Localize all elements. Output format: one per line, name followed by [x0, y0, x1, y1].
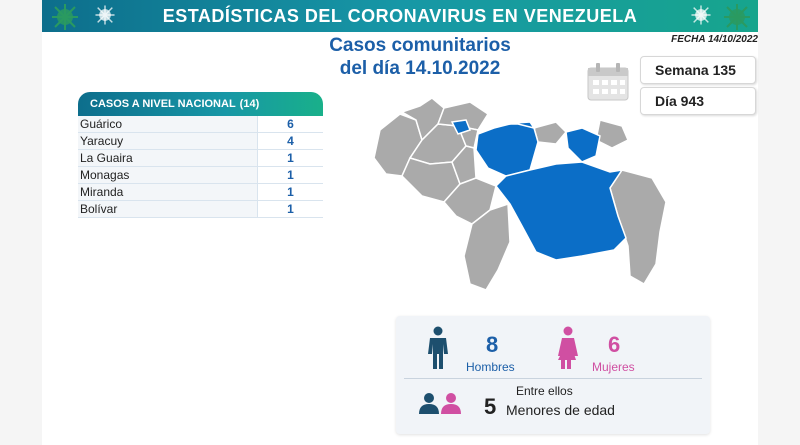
venezuela-map [373, 97, 667, 291]
virus-icon [52, 4, 78, 30]
subtitle-line2: del día 14.10.2022 [339, 58, 501, 79]
state-count: 1 [257, 167, 323, 183]
day-badge: Día 943 [640, 87, 756, 115]
table-heading: CASOS A NIVEL NACIONAL [90, 98, 236, 110]
cases-table: CASOS A NIVEL NACIONAL (14) Guárico 6 Ya… [78, 92, 323, 218]
entre-ellos-label: Entre ellos [516, 384, 573, 398]
header-banner: ESTADÍSTICAS DEL CORONAVIRUS EN VENEZUEL… [42, 0, 758, 32]
table-row: Monagas 1 [78, 167, 323, 184]
divider [404, 378, 702, 379]
state-name: Yaracuy [80, 134, 124, 148]
minors-label: Menores de edad [506, 402, 615, 418]
state-name: Bolívar [80, 202, 118, 216]
virus-icon [95, 5, 115, 25]
virus-icon [724, 4, 750, 30]
female-count: 6 [608, 332, 621, 357]
right-margin [758, 0, 800, 445]
state-name: La Guaira [80, 151, 133, 165]
table-row: La Guaira 1 [78, 150, 323, 167]
subtitle-line1: Casos comunitarios [329, 35, 511, 56]
female-label: Mujeres [592, 360, 635, 374]
page-title: ESTADÍSTICAS DEL CORONAVIRUS EN VENEZUEL… [162, 5, 638, 26]
virus-icon [691, 5, 711, 25]
map-highlighted-states [450, 119, 627, 261]
table-row: Miranda 1 [78, 184, 323, 201]
table-row: Yaracuy 4 [78, 133, 323, 150]
table-row: Bolívar 1 [78, 201, 323, 218]
female-person-icon [558, 326, 578, 369]
date-label: FECHA 14/10/2022 [671, 34, 758, 45]
table-row: Guárico 6 [78, 116, 323, 133]
state-count: 1 [257, 150, 323, 166]
demographics-panel: 8 Hombres 6 Mujeres Entre ellos 5 Menore… [396, 316, 710, 434]
minors-count: 5 [484, 394, 497, 419]
map-gray-states [373, 97, 667, 291]
male-label: Hombres [466, 360, 515, 374]
state-name: Guárico [80, 117, 123, 131]
subtitle: Casos comunitarios del día 14.10.2022 [285, 34, 555, 80]
male-person-icon [428, 326, 448, 369]
calendar-icon [587, 63, 629, 101]
state-count: 1 [257, 184, 323, 200]
state-name: Monagas [80, 168, 130, 182]
state-name: Miranda [80, 185, 124, 199]
table-header: CASOS A NIVEL NACIONAL (14) [78, 92, 323, 116]
table-total: (14) [239, 98, 260, 110]
family-icon [419, 393, 461, 414]
state-count: 1 [257, 201, 323, 217]
state-count: 6 [257, 116, 323, 132]
state-count: 4 [257, 133, 323, 149]
left-margin [0, 0, 42, 445]
male-count: 8 [486, 332, 499, 357]
week-badge: Semana 135 [640, 56, 756, 84]
